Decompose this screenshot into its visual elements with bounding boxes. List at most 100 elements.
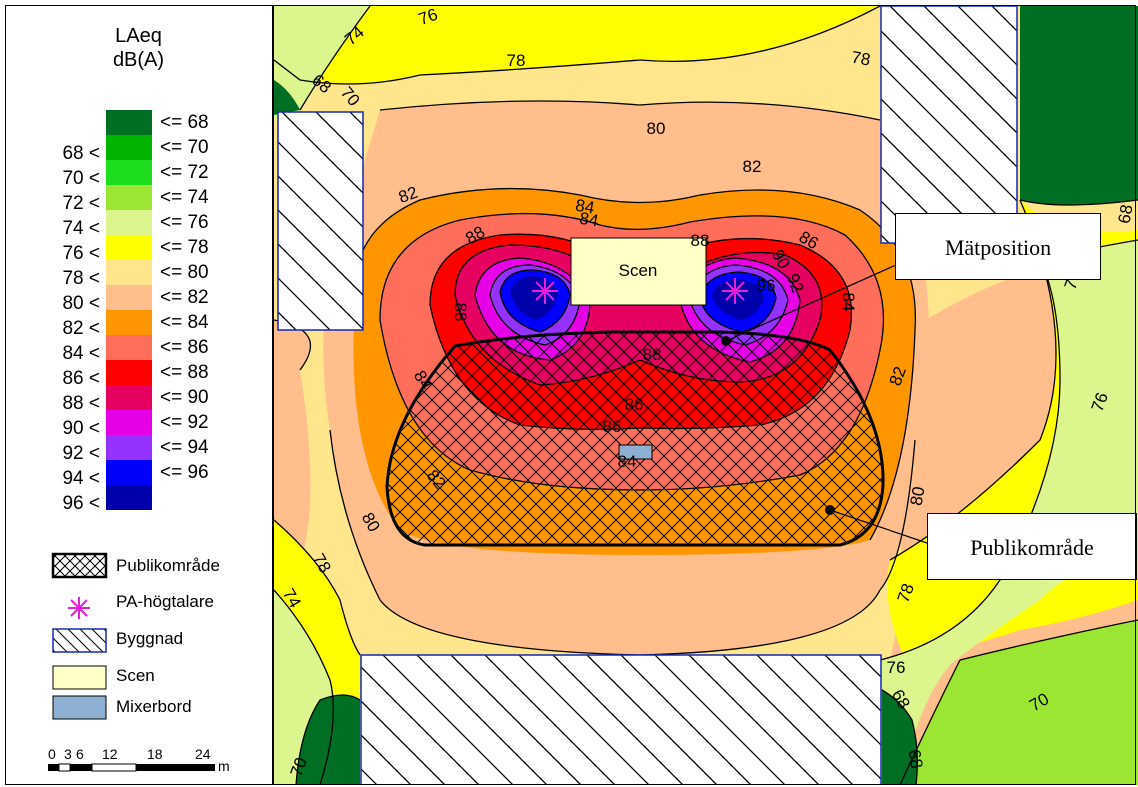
legend-symbols (51, 552, 108, 720)
contour-label: 68 (904, 748, 926, 770)
legend-swatch (106, 460, 152, 485)
legend-panel: LAeq dB(A) <= 68 68 < <= 70 70 < <= 72 72 < <=… (6, 6, 271, 785)
pa-speaker-right (722, 278, 748, 304)
legend-swatch (106, 235, 152, 260)
legend-symbol-label-scen: Scen (116, 666, 155, 685)
building-left (277, 111, 364, 331)
legend-symbol-label-pa-hogtalare: PA-högtalare (116, 592, 214, 611)
building-right (880, 6, 1018, 244)
contour-label: 86 (603, 417, 622, 436)
legend-upper-bound: <= 76 (160, 212, 209, 233)
contour-label: 76 (887, 658, 906, 677)
legend-lower-bound: 76 < (62, 243, 100, 264)
legend-swatch (106, 135, 152, 160)
contour-label: 76 (416, 6, 440, 29)
scalebar-tick-label: 18 (147, 746, 163, 762)
contour-label: 86 (625, 395, 644, 414)
legend-lower-bound: 90 < (62, 418, 100, 439)
legend-swatch (106, 360, 152, 385)
band-74-76-right (880, 240, 1138, 785)
building-bottom (360, 654, 882, 785)
band-68-right-top (1020, 6, 1138, 205)
legend-lower-bound: 78 < (62, 268, 100, 289)
callout-leader-audience (829, 509, 928, 544)
contour-label: 80 (907, 485, 929, 507)
legend-title-line2: dB(A) (112, 49, 165, 71)
contour-label: 78 (850, 48, 872, 70)
legend-swatch (106, 385, 152, 410)
scalebar-bar (48, 763, 215, 772)
callout-matposition: Mätposition (895, 213, 1101, 280)
legend-swatch (106, 210, 152, 235)
legend-lower-bound: 80 < (62, 293, 100, 314)
legend-upper-bound: <= 72 (160, 162, 209, 183)
band-68-bl (296, 695, 360, 785)
contour-label: 88 (451, 303, 470, 322)
legend-lower-bound: 94 < (62, 468, 100, 489)
audience-area (385, 330, 885, 547)
legend-upper-bound: <= 86 (160, 337, 209, 358)
legend-lower-bound: 70 < (62, 168, 100, 189)
legend-upper-bound: <= 78 (160, 237, 209, 258)
contour-label: 84 (839, 293, 858, 312)
scalebar-tick-label: 24 (195, 746, 211, 762)
legend-swatch (106, 435, 152, 460)
legend-upper-bound: <= 70 (160, 137, 209, 158)
scalebar-tick-label: 12 (102, 746, 118, 762)
band-76-78 (274, 6, 880, 84)
legend-lower-bound: 72 < (62, 193, 100, 214)
noise-map: Scen 74 76 78 78 68 70 80 82 82 84 86 88 86 88 90 92 88 8… (274, 6, 1138, 785)
scalebar-tick-label: 6 (76, 746, 84, 762)
band-76-78-top-left (274, 6, 370, 120)
legend-lower-bound: 68 < (62, 143, 100, 164)
legend-swatch (106, 310, 152, 335)
legend-upper-bound: <= 90 (160, 387, 209, 408)
scalebar-tick-label: 3 (64, 746, 72, 762)
legend-lower-bound: 74 < (62, 218, 100, 239)
legend-lower-bound: 82 < (62, 318, 100, 339)
legend-swatch (106, 485, 152, 510)
legend-upper-bound: <= 80 (160, 262, 209, 283)
stage-label: Scen (619, 261, 658, 280)
contour-label: 80 (647, 119, 666, 138)
legend-swatch (106, 285, 152, 310)
legend-swatch (106, 160, 152, 185)
legend-upper-bound: <= 92 (160, 412, 209, 433)
band-96-right (712, 279, 764, 320)
scalebar-tick-label: 0 (48, 746, 56, 762)
publikomrade-symbol (51, 552, 108, 579)
contour-label: 84 (618, 452, 637, 471)
band-68-br (882, 690, 918, 785)
legend-upper-bound: <= 84 (160, 312, 209, 333)
contour-label: 96 (757, 276, 776, 295)
contour-label: 84 (574, 196, 596, 218)
legend-upper-bound: <= 82 (160, 287, 209, 308)
contour-label: 88 (643, 345, 662, 364)
legend-upper-bound: <= 88 (160, 362, 209, 383)
legend-symbol-label-mixerbord: Mixerbord (116, 697, 192, 716)
callout-publikomrade: Publikområde (927, 513, 1137, 580)
legend-symbol-label-byggnad: Byggnad (116, 629, 184, 648)
pa-hogtalare-symbol (68, 597, 90, 619)
legend-upper-bound: <= 96 (160, 462, 209, 483)
legend-title-line1: LAeq (115, 25, 162, 47)
scen-symbol (52, 665, 107, 690)
legend-divider (272, 5, 274, 785)
legend-lower-bound: 92 < (62, 443, 100, 464)
legend-symbol-label-publikomrade: Publikområde (116, 556, 220, 575)
legend-upper-bound: <= 74 (160, 187, 209, 208)
contour-label: 82 (743, 157, 762, 176)
mixer-desk (618, 444, 653, 460)
legend-swatch (106, 410, 152, 435)
byggnad-symbol (52, 628, 107, 653)
contour-label: 84 (578, 209, 600, 231)
legend-lower-bound: 84 < (62, 343, 100, 364)
contour-label: 78 (507, 51, 526, 70)
legend-swatch (106, 260, 152, 285)
pa-speaker-left (532, 278, 558, 304)
legend-upper-bound: <= 94 (160, 437, 209, 458)
legend-lower-bound: 96 < (62, 493, 100, 514)
contour-label: 68 (1115, 203, 1137, 225)
